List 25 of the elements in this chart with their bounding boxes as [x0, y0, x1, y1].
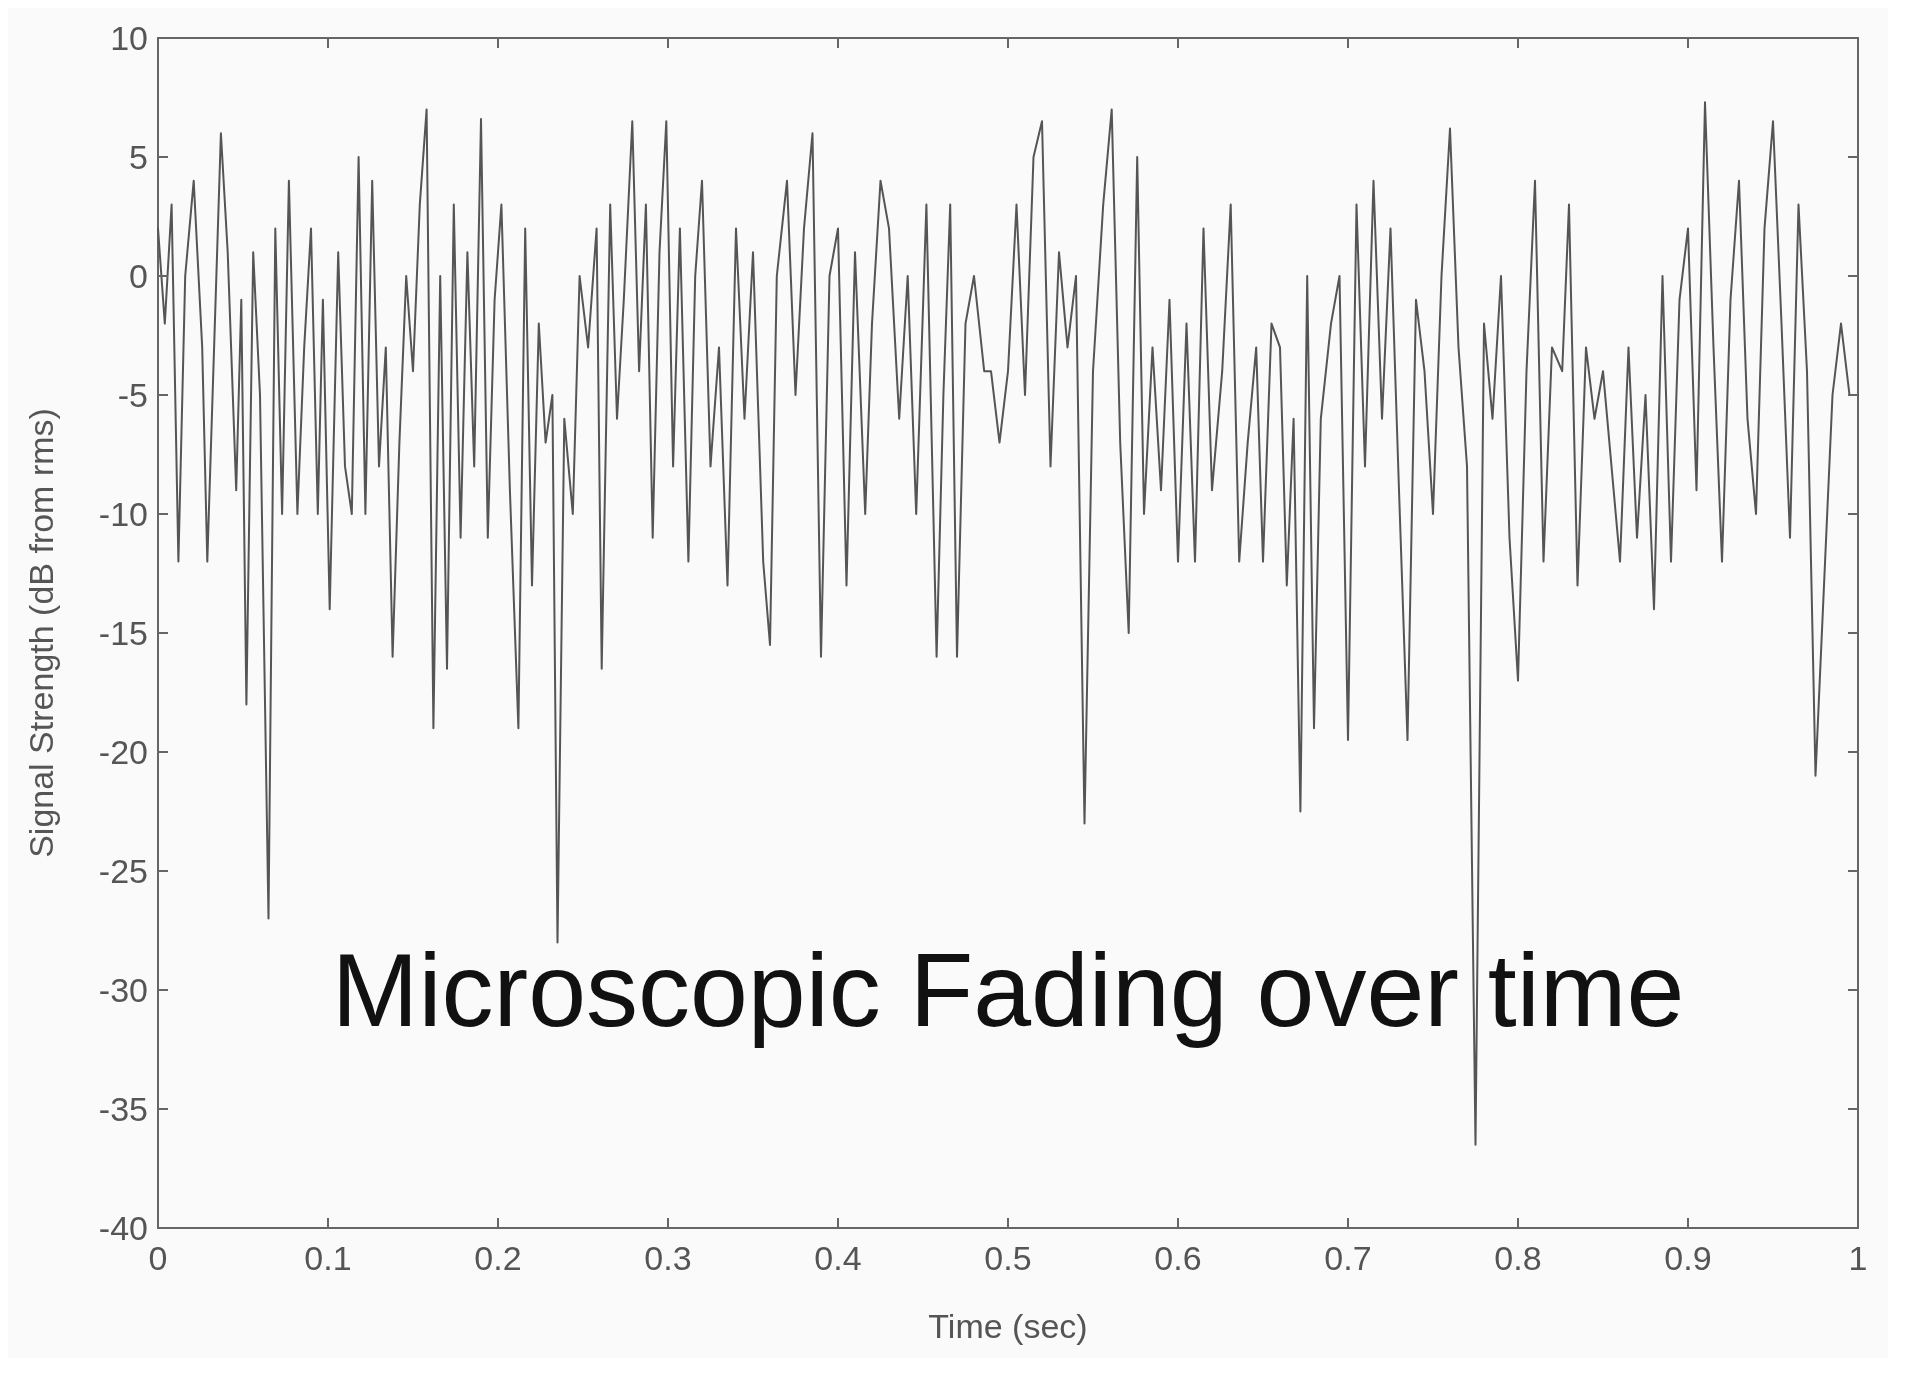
x-tick-label: 0.8	[1494, 1239, 1542, 1277]
y-tick-label: -20	[98, 732, 148, 771]
x-tick-label: 0.7	[1324, 1239, 1372, 1277]
y-tick-label: -30	[98, 970, 148, 1009]
y-tick-label: 0	[129, 256, 148, 295]
y-tick-label: -25	[98, 851, 148, 890]
x-tick-label: 0.2	[474, 1239, 522, 1277]
y-tick-label: -5	[117, 375, 148, 414]
y-tick-label: -40	[98, 1208, 148, 1247]
x-tick-label: 1	[1848, 1239, 1868, 1277]
text: Microscopic Fading over time	[331, 931, 1685, 1048]
y-tick-label: -15	[98, 613, 148, 652]
y-tick-label: 10	[110, 18, 148, 57]
line-series	[157, 101, 1859, 1146]
y-tick-label: -35	[98, 1089, 148, 1128]
y-axis-title: Signal Strength (dB from rms)	[22, 408, 60, 858]
x-axis-title: Time (sec)	[928, 1307, 1088, 1345]
x-tick-label: 0.5	[984, 1239, 1032, 1277]
y-tick-label: -10	[98, 494, 148, 533]
x-tick-label: 0.3	[644, 1239, 692, 1277]
y-tick-label: 5	[129, 137, 148, 176]
x-tick-label: 0.6	[1154, 1239, 1202, 1277]
x-tick-label: 0.4	[814, 1239, 862, 1277]
x-tick-label: 0.1	[304, 1239, 352, 1277]
x-tick-label: 0.9	[1664, 1239, 1712, 1277]
